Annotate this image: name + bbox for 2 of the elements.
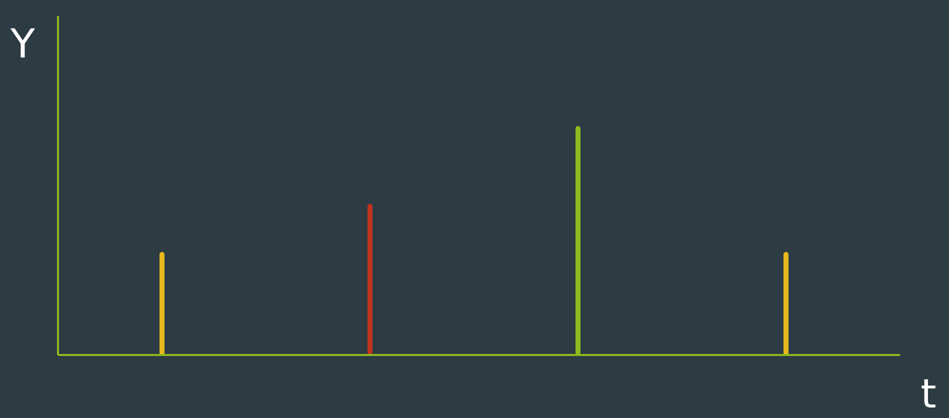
- x-axis-title: t: [920, 372, 936, 418]
- y-axis-title: Y: [10, 22, 36, 68]
